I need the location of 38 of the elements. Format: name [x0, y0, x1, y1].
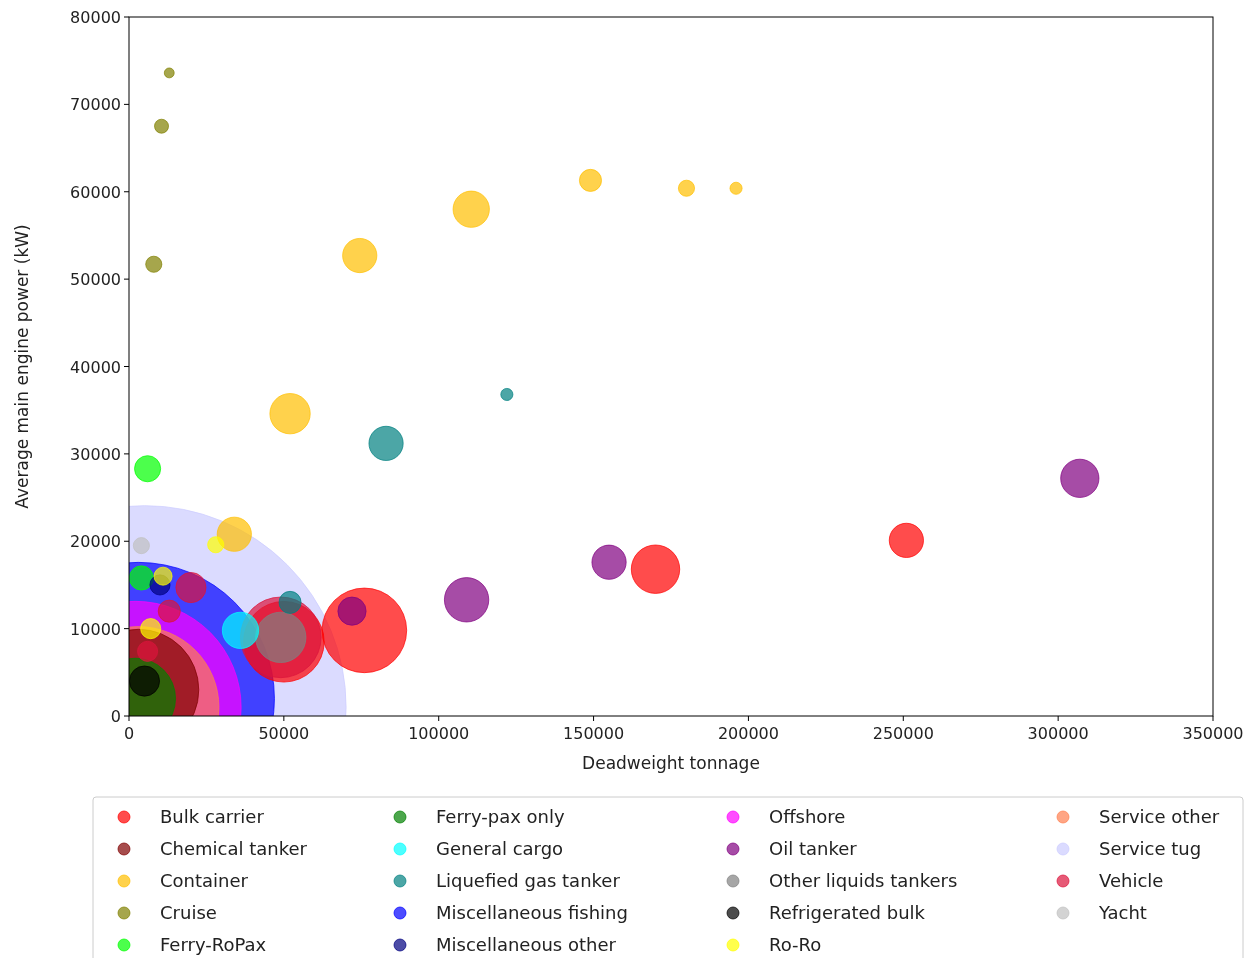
legend-label: Vehicle — [1099, 870, 1164, 891]
x-tick-label: 200000 — [717, 724, 779, 743]
x-tick-label: 250000 — [872, 724, 934, 743]
y-tick-label: 50000 — [70, 270, 121, 290]
x-tick-label: 300000 — [1027, 724, 1089, 743]
x-tick-label: 100000 — [408, 724, 470, 743]
legend-label: Refrigerated bulk — [769, 902, 926, 923]
x-axis-title: Deadweight tonnage — [582, 753, 760, 773]
legend-label: Container — [160, 870, 249, 891]
legend-label: Chemical tanker — [160, 838, 308, 859]
y-tick-label: 0 — [110, 707, 121, 726]
y-tick-label: 60000 — [70, 182, 121, 202]
legend-label: Ferry-pax only — [436, 806, 566, 827]
legend-label: Service other — [1099, 806, 1220, 827]
legend-label: Oil tanker — [769, 838, 858, 859]
legend-label: Service tug — [1099, 838, 1202, 859]
y-tick-label: 30000 — [70, 444, 121, 464]
legend-label: Miscellaneous other — [436, 934, 617, 955]
x-tick-label: 0 — [123, 724, 135, 743]
legend-label: Other liquids tankers — [769, 870, 958, 891]
legend-label: Ferry-RoPax — [160, 934, 267, 955]
x-tick-label: 50000 — [258, 724, 310, 743]
legend-label: General cargo — [436, 838, 564, 859]
legend-label: Liquefied gas tanker — [436, 870, 621, 891]
x-tick-label: 350000 — [1182, 724, 1244, 743]
y-tick-label: 10000 — [70, 619, 121, 639]
y-tick-label: 40000 — [70, 357, 121, 377]
legend-label: Bulk carrier — [160, 806, 265, 827]
x-tick-label: 150000 — [563, 724, 625, 743]
legend-label: Yacht — [1098, 902, 1147, 923]
legend-label: Miscellaneous fishing — [436, 902, 628, 923]
y-tick-label: 80000 — [70, 8, 121, 27]
y-axis-title: Average main engine power (kW) — [12, 224, 32, 509]
y-tick-label: 20000 — [70, 532, 121, 552]
legend-label: Offshore — [769, 806, 846, 827]
legend-label: Ro-Ro — [769, 934, 822, 955]
y-tick-label: 70000 — [70, 95, 121, 115]
legend-label: Cruise — [160, 902, 217, 923]
